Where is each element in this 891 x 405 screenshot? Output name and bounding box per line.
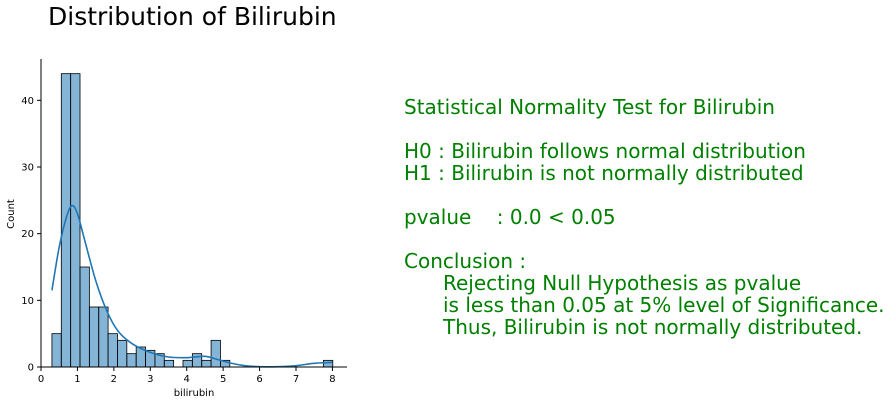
- histogram-bar: [210, 339, 221, 368]
- x-tick-label: 7: [293, 374, 299, 385]
- x-tick-label: 6: [256, 374, 262, 385]
- x-tick-label: 5: [220, 374, 226, 385]
- y-tick-label: 40: [21, 96, 34, 107]
- y-axis-label: Count: [6, 199, 17, 229]
- histogram-bar: [79, 266, 90, 368]
- y-tick-label: 0: [28, 363, 34, 374]
- y-tick-label: 30: [21, 163, 34, 174]
- x-tick-label: 1: [74, 374, 80, 385]
- conclusion-label: Conclusion :: [404, 249, 527, 273]
- histogram-bar: [98, 306, 109, 368]
- alternative-hypothesis: H1 : Bilirubin is not normally distribut…: [404, 161, 804, 185]
- x-tick-label: 4: [184, 374, 190, 385]
- pvalue-result: pvalue : 0.0 < 0.05: [404, 205, 616, 229]
- conclusion-line-3: Thus, Bilirubin is not normally distribu…: [443, 315, 863, 339]
- histogram-bar: [163, 359, 175, 368]
- y-tick-label: 20: [21, 229, 34, 240]
- histogram-bar: [182, 359, 193, 368]
- null-hypothesis: H0 : Bilirubin follows normal distributi…: [404, 139, 806, 163]
- y-tick-label: 10: [21, 296, 34, 307]
- conclusion-line-2: is less than 0.05 at 5% level of Signifi…: [443, 293, 885, 317]
- histogram-bar: [191, 353, 203, 368]
- x-axis-label: bilirubin: [174, 388, 215, 399]
- normality-test-panel: Statistical Normality Test for Bilirubin…: [404, 96, 885, 338]
- test-heading: Statistical Normality Test for Bilirubin: [404, 95, 775, 119]
- histogram-bar: [70, 73, 81, 368]
- x-tick-label: 2: [111, 374, 117, 385]
- figure-title: Distribution of Bilirubin: [48, 2, 337, 31]
- histogram-bar: [51, 333, 62, 368]
- histogram-bar: [88, 306, 100, 368]
- histogram-bar: [126, 353, 137, 368]
- x-tick-label: 3: [147, 374, 153, 385]
- histogram-bar: [117, 339, 128, 368]
- x-tick-label: 0: [38, 374, 44, 385]
- histogram-bar: [107, 333, 118, 368]
- conclusion-line-1: Rejecting Null Hypothesis as pvalue: [443, 271, 802, 295]
- x-tick-label: 8: [329, 374, 335, 385]
- histogram-chart: 0 1 2 3 4 5 6 7 8 0 10 20 30 40 bilirubin Count: [6, 59, 347, 399]
- histogram-bar: [201, 359, 212, 368]
- histogram-bar: [323, 359, 334, 368]
